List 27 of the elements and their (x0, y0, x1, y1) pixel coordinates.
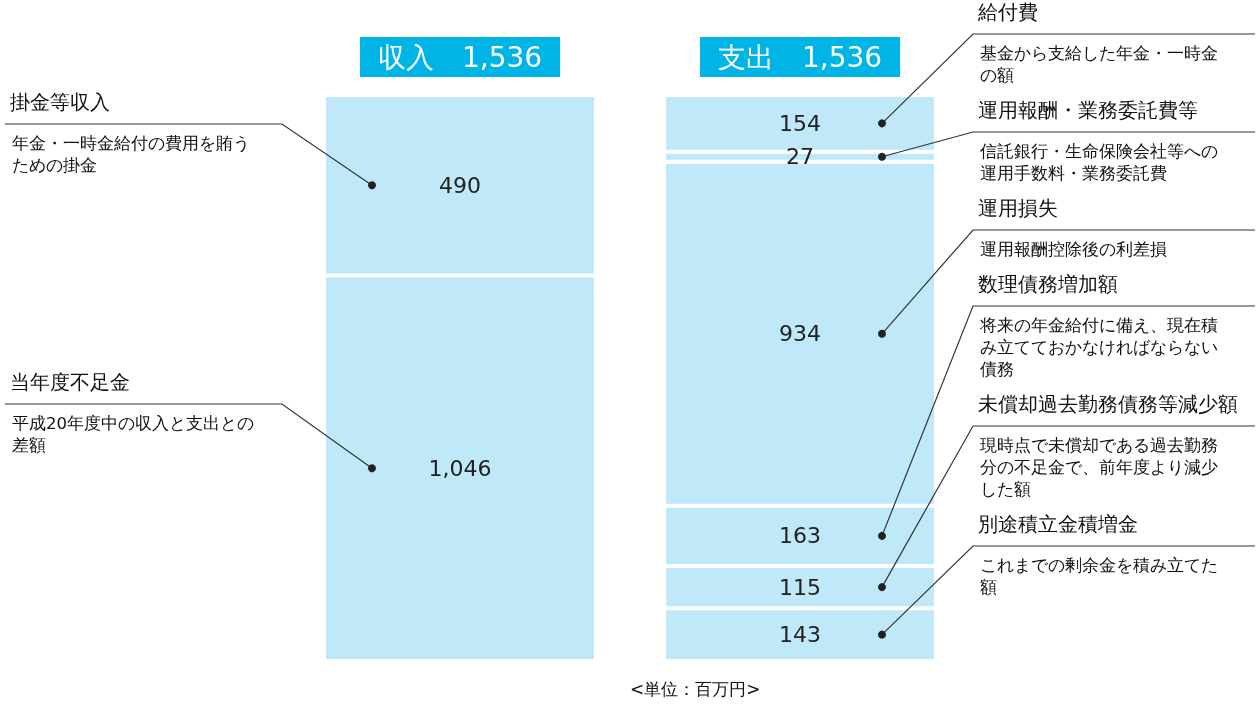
data-label: 490 (439, 172, 481, 198)
text: 別途積立金積増金 (978, 512, 1138, 536)
text: <単位：百万円> (630, 678, 761, 699)
text: 未償却過去勤務債務等減少額 (978, 392, 1238, 416)
text: 運用報酬控除後の利差損 (980, 239, 1167, 259)
data-label: 115 (779, 574, 821, 600)
text: 当年度不足金 (10, 370, 130, 394)
category-label: 収入 1,536 (377, 40, 543, 74)
data-label: 163 (779, 523, 821, 549)
text: 運用報酬・業務委託費等 (978, 98, 1198, 122)
text: 平成20年度中の収入と支出との差額 (12, 413, 254, 455)
text: 年金・一時金給付の費用を賄うための掛金 (12, 133, 250, 175)
data-label: 143 (779, 622, 821, 648)
text: 信託銀行・生命保険会社等への運用手数料・業務委託費 (980, 141, 1218, 183)
text: 現時点で未償却である過去勤務分の不足金で、前年度より減少した額 (980, 435, 1218, 499)
data-label: 154 (779, 110, 821, 136)
data-label: 934 (779, 321, 821, 347)
text: 基金から支給した年金・一時金の額 (980, 43, 1218, 85)
text: 将来の年金給付に備え、現在積み立てておかなければならない債務 (979, 315, 1218, 379)
text: これまでの剰余金を積み立てた額 (980, 555, 1218, 597)
category-label: 支出 1,536 (717, 40, 883, 74)
text: 数理債務増加額 (978, 272, 1118, 296)
data-label: 1,046 (428, 455, 492, 481)
data-label: 27 (786, 144, 814, 170)
text: 運用損失 (978, 196, 1058, 220)
text: 掛金等収入 (10, 90, 110, 114)
text: 給付費 (977, 0, 1038, 24)
